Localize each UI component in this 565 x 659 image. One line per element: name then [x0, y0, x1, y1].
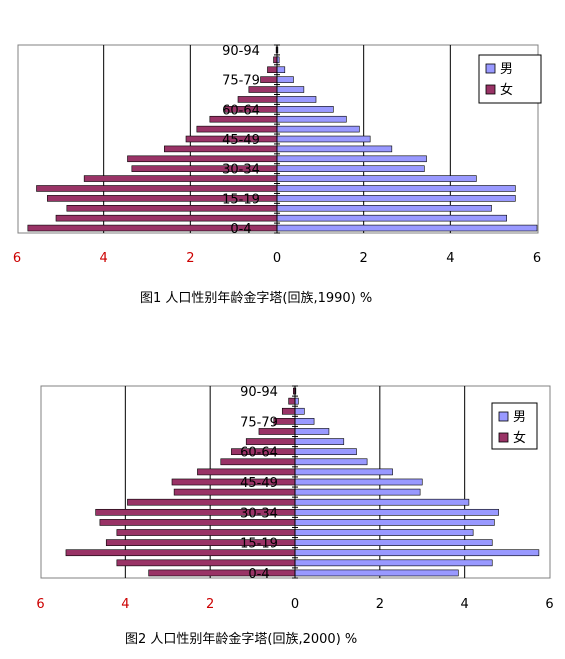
bar-male — [276, 145, 393, 153]
bar-female — [55, 214, 278, 222]
bar-male — [294, 488, 421, 496]
age-label: 0-4 — [230, 222, 251, 237]
pyramid-chart-1: 90-94 75-79 60-64 45-49 30-34 15-19 0-4 6 4 2 0 2 4 6… — [13, 44, 542, 306]
x-tick-label-right: 4 — [461, 597, 469, 612]
bar-female — [288, 397, 296, 405]
x-tick-label-left: 6 — [36, 597, 44, 612]
bar-female — [164, 145, 278, 153]
bar-male — [276, 165, 425, 172]
x-tick-label-left: 6 — [13, 251, 21, 266]
legend-label: 女 — [513, 430, 526, 446]
legend: 男女 — [478, 54, 542, 104]
bar-male — [276, 96, 317, 103]
bar-male — [276, 204, 492, 212]
bar-female — [148, 569, 296, 577]
bar-female — [36, 185, 278, 192]
bar-male — [276, 224, 538, 232]
x-tick-label-left: 2 — [206, 597, 214, 612]
bar-male — [276, 175, 477, 182]
bar-male — [276, 86, 305, 93]
age-label: 60-64 — [222, 103, 260, 118]
legend-swatch — [485, 84, 496, 95]
bar-male — [276, 155, 427, 163]
bar-male — [294, 498, 470, 506]
bar-female — [197, 468, 296, 476]
age-label: 30-34 — [222, 163, 260, 178]
bar-male — [276, 185, 516, 192]
bar-female — [267, 66, 278, 74]
age-label: 30-34 — [240, 506, 278, 521]
age-label: 15-19 — [222, 192, 260, 207]
legend-label: 女 — [500, 82, 513, 98]
age-label: 90-94 — [222, 44, 260, 59]
bar-female — [127, 155, 278, 163]
bar-male — [276, 135, 371, 143]
bar-male — [294, 508, 499, 516]
bar-male — [294, 438, 345, 445]
legend-swatch — [498, 432, 509, 443]
chart-title: 图1 人口性别年龄金字塔(回族,1990) % — [140, 290, 372, 306]
bar-female — [196, 125, 278, 133]
bar-male — [294, 407, 305, 415]
bar-male — [294, 458, 368, 466]
x-tick-label-right: 2 — [360, 251, 368, 266]
bar-female — [281, 407, 296, 415]
legend-swatch — [498, 411, 509, 422]
bar-male — [294, 418, 315, 425]
bar-male — [276, 125, 360, 133]
legend-label: 男 — [500, 62, 513, 77]
bar-male — [294, 569, 459, 577]
age-label: 0-4 — [248, 567, 269, 582]
bar-male — [294, 529, 474, 536]
bar-female — [116, 559, 296, 567]
bar-male — [294, 478, 423, 486]
bar-male — [294, 468, 393, 476]
bar-male — [294, 428, 330, 435]
bar-female — [260, 76, 278, 83]
age-label: 45-49 — [240, 476, 278, 491]
x-tick-label-right: 2 — [376, 597, 384, 612]
bar-male — [276, 115, 347, 123]
bar-male — [276, 195, 516, 202]
x-tick-label-left: 4 — [121, 597, 129, 612]
bar-male — [294, 559, 493, 567]
age-label: 75-79 — [240, 415, 278, 430]
legend-label: 男 — [513, 410, 526, 425]
bar-female — [116, 529, 296, 536]
age-label: 45-49 — [222, 133, 260, 148]
legend-box — [478, 54, 542, 104]
chart-title: 图2 人口性别年龄金字塔(回族,2000) % — [125, 631, 357, 647]
bar-male — [294, 539, 493, 546]
bar-female — [273, 56, 278, 64]
age-label: 90-94 — [240, 385, 278, 400]
x-tick-label-right: 4 — [446, 251, 454, 266]
age-label: 15-19 — [240, 537, 278, 552]
bar-female — [245, 438, 296, 445]
bar-female — [237, 96, 278, 103]
age-label: 75-79 — [222, 74, 260, 89]
bar-male — [294, 448, 357, 456]
x-tick-label-right: 0 — [291, 597, 299, 612]
bar-male — [294, 549, 540, 557]
bar-male — [276, 76, 294, 83]
bar-female — [127, 498, 296, 506]
bar-male — [294, 519, 495, 526]
legend-swatch — [485, 63, 496, 74]
x-tick-label-right: 6 — [533, 251, 541, 266]
x-tick-label-left: 2 — [186, 251, 194, 266]
bar-male — [276, 106, 334, 113]
bar-male — [276, 214, 507, 222]
pyramid-chart-2: 90-94 75-79 60-64 45-49 30-34 15-19 0-4 6 4 2 0 2 4 6… — [36, 385, 553, 647]
legend: 男女 — [491, 402, 538, 450]
x-tick-label-right: 0 — [273, 251, 281, 266]
bar-male — [276, 66, 286, 74]
bar-male — [294, 397, 299, 405]
age-label: 60-64 — [240, 446, 278, 461]
x-tick-label-right: 6 — [545, 597, 553, 612]
x-tick-label-left: 4 — [100, 251, 108, 266]
